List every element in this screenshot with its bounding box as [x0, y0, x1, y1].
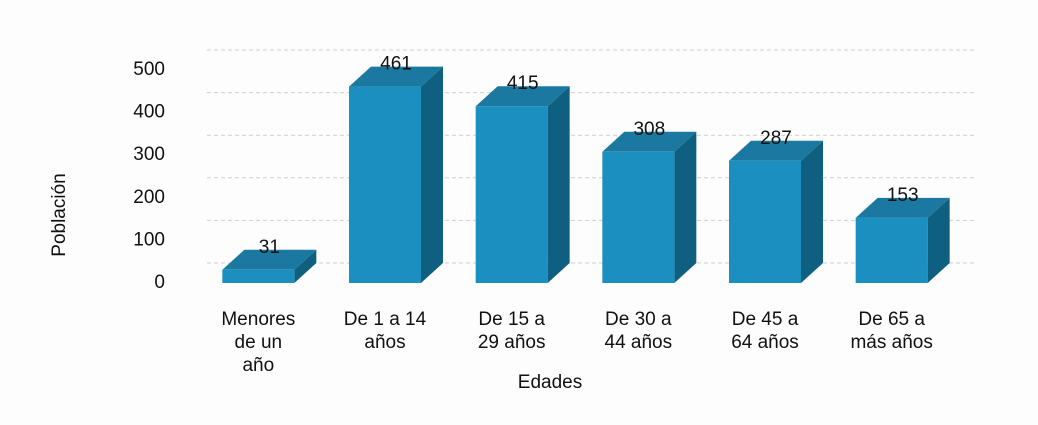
- x-tick-label: De 1 a 14 años: [343, 309, 427, 353]
- data-label: 287: [760, 128, 792, 149]
- data-label: 308: [633, 119, 665, 140]
- bar: [855, 217, 928, 283]
- bar-top: [222, 249, 317, 270]
- bar-side: [547, 86, 570, 284]
- data-label: 153: [887, 185, 919, 206]
- data-label: 415: [507, 73, 539, 94]
- bar: [222, 269, 295, 283]
- x-axis-label: Edades: [518, 372, 582, 393]
- y-tick-label: 0: [154, 272, 165, 293]
- bar: [729, 160, 801, 283]
- bar-side: [927, 197, 950, 283]
- bar-side: [801, 140, 823, 283]
- bar: [475, 106, 548, 284]
- bar: [349, 86, 421, 283]
- y-tick-label: 300: [133, 144, 165, 165]
- data-label: 461: [380, 54, 412, 75]
- y-tick-label: 200: [133, 187, 165, 208]
- y-tick-label: 400: [133, 102, 165, 123]
- y-tick-label: 500: [133, 59, 165, 80]
- bar-top: [729, 140, 823, 161]
- bar-top: [475, 86, 570, 107]
- bar: [602, 151, 675, 283]
- x-tick-label: Menores de un año: [221, 309, 296, 376]
- bar-side: [421, 66, 443, 283]
- data-label: 31: [259, 237, 280, 258]
- bar-top: [349, 66, 443, 87]
- bar-top: [855, 197, 950, 218]
- bar-side: [294, 249, 317, 283]
- bar-top: [602, 131, 697, 152]
- bar-side: [674, 131, 697, 283]
- y-axis-label: Población: [49, 173, 70, 256]
- x-tick-label: De 45 a 64 años: [731, 309, 799, 353]
- x-tick-label: De 15 a 29 años: [477, 309, 546, 353]
- x-tick-label: De 65 a más años: [850, 309, 933, 353]
- x-tick-label: De 30 a 44 años: [604, 309, 673, 353]
- y-tick-label: 100: [133, 229, 165, 250]
